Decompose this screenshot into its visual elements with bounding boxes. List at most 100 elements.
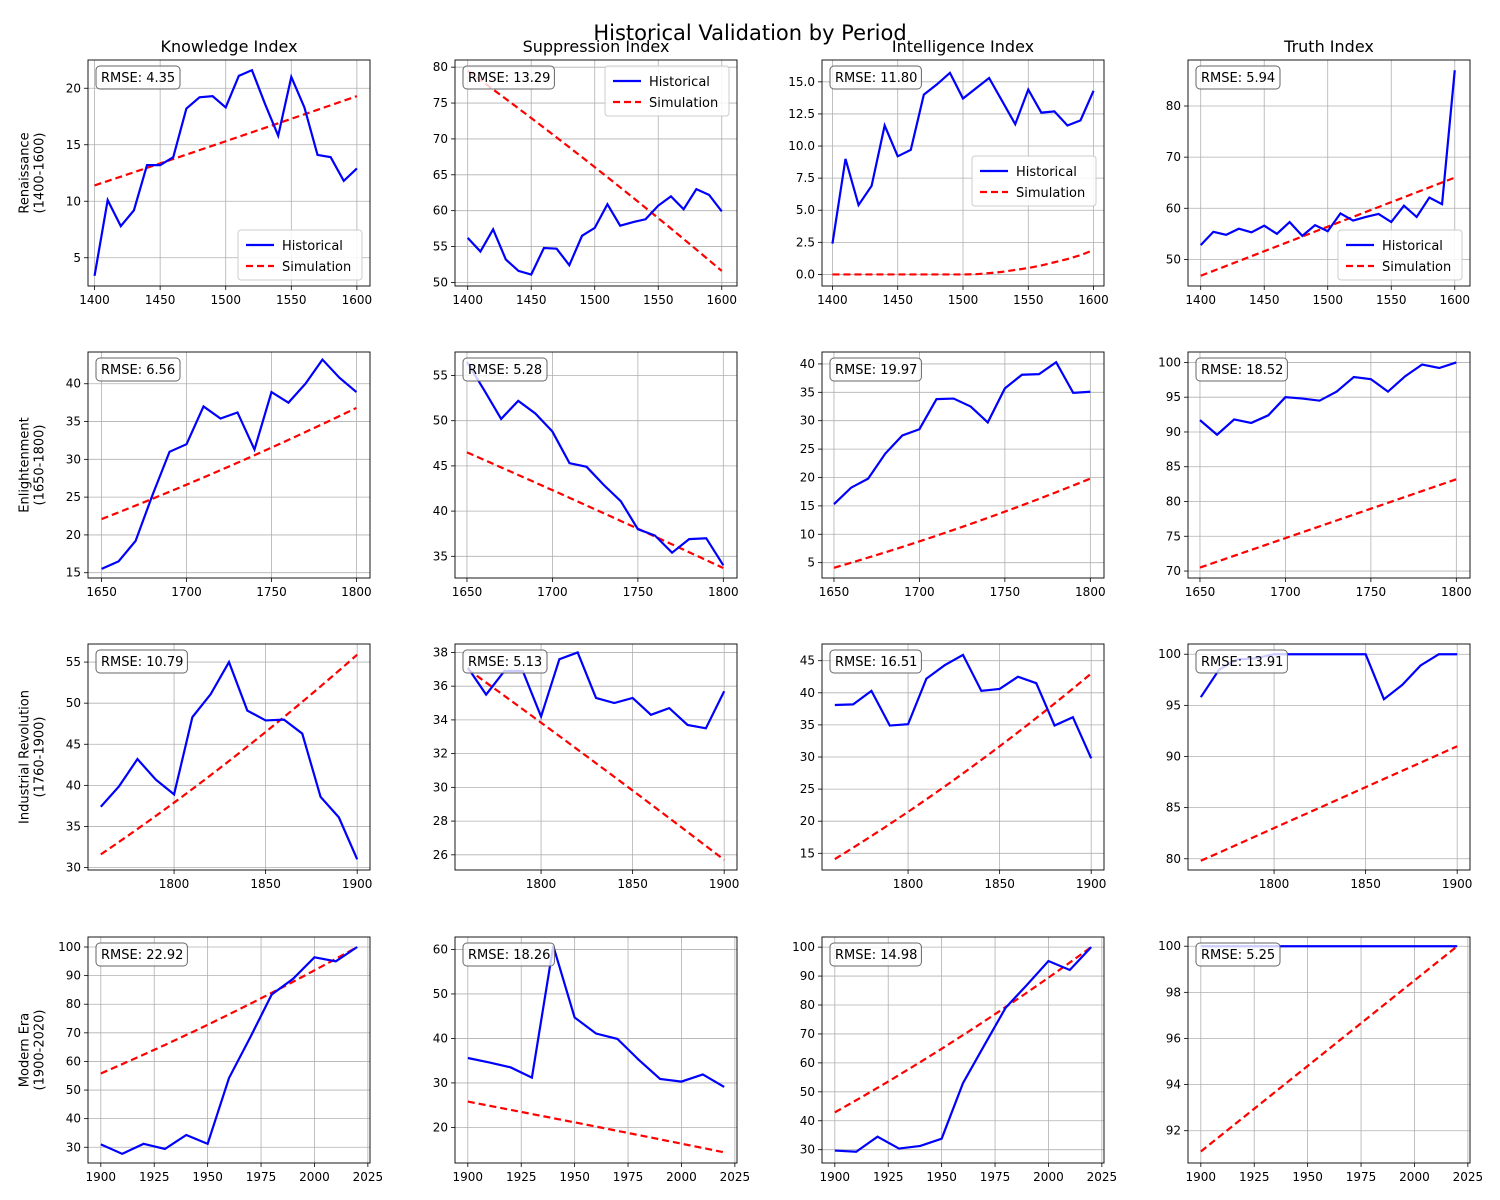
axes-frame xyxy=(454,936,738,1164)
y-tick-label: 20 xyxy=(66,528,81,542)
x-tick-label: 1450 xyxy=(516,293,547,307)
row-label: Modern Era(1900-2020) xyxy=(18,1009,48,1090)
row-label: Industrial Revolution(1760-1900) xyxy=(18,690,48,824)
subplot: 1650 1700 1750 1800 70 75 80 85 90 95 100 RMSE: 18.… xyxy=(1158,351,1472,599)
rmse-annotation: RMSE: 5.25 xyxy=(1195,942,1281,967)
y-tick-label: 95 xyxy=(1166,390,1181,404)
y-tick-label: 40 xyxy=(66,377,81,391)
x-tick-label: 1850 xyxy=(617,877,648,891)
x-tick-label: 1900 xyxy=(1186,1170,1217,1184)
historical-line xyxy=(467,945,725,1088)
rmse-label: RMSE: 5.13 xyxy=(468,655,542,670)
axes-frame xyxy=(87,351,371,579)
y-tick-label: 2.5 xyxy=(796,235,815,249)
y-tick-label: 70 xyxy=(1166,564,1181,578)
y-tick-label: 90 xyxy=(66,969,81,983)
x-tick-label: 1975 xyxy=(246,1170,277,1184)
y-tick-label: 80 xyxy=(1166,852,1181,866)
simulation-line xyxy=(100,653,358,856)
y-tick-label: 12.5 xyxy=(788,107,815,121)
x-tick-label: 1900 xyxy=(342,877,373,891)
y-tick-label: 20 xyxy=(800,814,815,828)
x-tick-label: 2025 xyxy=(1087,1170,1118,1184)
x-tick-label: 1700 xyxy=(1270,585,1301,599)
y-tick-label: 25 xyxy=(800,442,815,456)
x-tick-label: 1550 xyxy=(643,293,674,307)
subplot: 1800 1850 1900 80 85 90 95 100 RMSE: 13.91 xyxy=(1158,643,1472,891)
y-tick-label: 40 xyxy=(66,778,81,792)
axes-frame xyxy=(454,643,738,871)
y-tick-label: 100 xyxy=(792,940,815,954)
axes-frame xyxy=(821,351,1105,579)
y-tick-label: 10 xyxy=(66,194,81,208)
figure-title: Historical Validation by Period xyxy=(593,21,906,45)
simulation-line xyxy=(834,672,1092,861)
x-tick-label: 1900 xyxy=(820,1170,851,1184)
x-tick-label: 1700 xyxy=(537,585,568,599)
simulation-line xyxy=(1200,176,1456,277)
simulation-line xyxy=(833,477,1091,569)
y-tick-label: 60 xyxy=(800,1056,815,1070)
y-tick-label: 55 xyxy=(433,240,448,254)
subplot: 1400 1450 1500 1550 1600 0.0 2.5 5.0 7.5 10.0 12.5… xyxy=(788,59,1109,307)
y-tick-label: 90 xyxy=(1166,425,1181,439)
rmse-label: RMSE: 18.52 xyxy=(1201,363,1283,378)
y-tick-label: 50 xyxy=(1166,252,1181,266)
x-tick-label: 1800 xyxy=(341,585,372,599)
y-tick-label: 40 xyxy=(433,504,448,518)
y-tick-label: 34 xyxy=(433,713,448,727)
rmse-annotation: RMSE: 6.56 xyxy=(95,357,181,382)
simulation-line xyxy=(467,1100,725,1154)
y-tick-label: 50 xyxy=(433,275,448,289)
y-tick-label: 30 xyxy=(800,750,815,764)
x-tick-label: 1950 xyxy=(926,1170,957,1184)
x-tick-label: 1400 xyxy=(79,293,110,307)
subplot: 1400 1450 1500 1550 1600 50 60 70 80 RMSE: 5.94 Hi… xyxy=(1166,59,1471,307)
y-tick-label: 100 xyxy=(1158,355,1181,369)
simulation-line xyxy=(834,946,1092,1114)
y-tick-label: 95 xyxy=(1166,698,1181,712)
rmse-label: RMSE: 13.29 xyxy=(468,71,550,86)
y-tick-label: 15 xyxy=(66,566,81,580)
legend-historical: Historical xyxy=(1382,239,1443,254)
rmse-label: RMSE: 10.79 xyxy=(101,655,183,670)
x-tick-label: 1800 xyxy=(893,877,924,891)
x-tick-label: 2000 xyxy=(1399,1170,1430,1184)
y-tick-label: 30 xyxy=(800,1143,815,1157)
historical-line xyxy=(466,361,725,566)
y-tick-label: 70 xyxy=(433,132,448,146)
x-tick-label: 1500 xyxy=(210,293,241,307)
legend-simulation: Simulation xyxy=(282,260,351,275)
x-tick-label: 1700 xyxy=(171,585,202,599)
rmse-label: RMSE: 19.97 xyxy=(835,363,917,378)
y-tick-label: 30 xyxy=(66,452,81,466)
subplot: 1800 1850 1900 15 20 25 30 35 40 45 RMSE: 16.51 xyxy=(800,643,1106,891)
y-tick-label: 100 xyxy=(1158,647,1181,661)
x-tick-label: 2025 xyxy=(353,1170,384,1184)
x-tick-label: 1975 xyxy=(613,1170,644,1184)
x-tick-label: 1800 xyxy=(1075,585,1106,599)
x-tick-label: 1450 xyxy=(145,293,176,307)
rmse-annotation: RMSE: 19.97 xyxy=(829,357,922,382)
x-tick-label: 1800 xyxy=(526,877,557,891)
simulation-line xyxy=(467,668,725,861)
y-tick-label: 40 xyxy=(800,357,815,371)
y-tick-label: 75 xyxy=(433,96,448,110)
y-tick-label: 35 xyxy=(800,718,815,732)
axes-frame xyxy=(1187,936,1471,1164)
historical-line xyxy=(466,187,723,276)
x-tick-label: 1975 xyxy=(1346,1170,1377,1184)
rmse-annotation: RMSE: 18.52 xyxy=(1195,357,1288,382)
y-tick-label: 40 xyxy=(800,1114,815,1128)
simulation-line xyxy=(832,249,1094,276)
y-tick-label: 20 xyxy=(66,81,81,95)
y-tick-label: 36 xyxy=(433,679,448,693)
rmse-label: RMSE: 16.51 xyxy=(835,655,917,670)
y-tick-label: 80 xyxy=(1166,99,1181,113)
x-tick-label: 1975 xyxy=(980,1170,1011,1184)
x-tick-label: 1600 xyxy=(1078,293,1109,307)
y-tick-label: 65 xyxy=(433,168,448,182)
y-tick-label: 90 xyxy=(800,969,815,983)
y-tick-label: 20 xyxy=(800,470,815,484)
column-title: Truth Index xyxy=(1283,37,1374,56)
